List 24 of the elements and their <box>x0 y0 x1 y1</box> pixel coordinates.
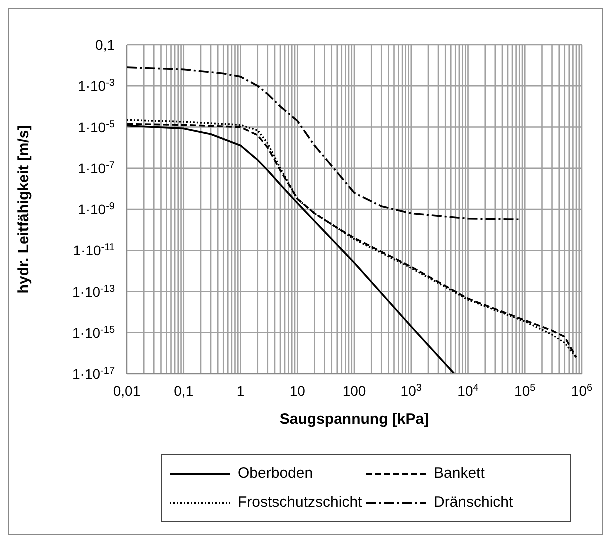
y-tick-label: 1·10$^{-7}$ <box>78 160 116 176</box>
x-tick-label: 1 <box>236 383 245 399</box>
x-axis-title: Saugspannung [kPa] <box>280 411 430 428</box>
y-tick-label: 1·10$^{-15}$ <box>72 324 116 341</box>
y-tick-label: 1·10$^{-17}$ <box>72 366 116 382</box>
y-tick-label: 0,1 <box>96 37 116 53</box>
x-tick-label: 0,01 <box>113 383 141 399</box>
y-tick-label: 1·10$^{-5}$ <box>78 118 116 136</box>
legend-label: Oberboden <box>238 465 314 482</box>
x-tick-label: 10$^{4}$ <box>458 382 480 399</box>
x-tick-label: 0,1 <box>174 383 194 399</box>
x-tick-label: 10$^{5}$ <box>514 382 536 399</box>
y-tick-label: 1·10$^{-3}$ <box>78 78 116 94</box>
x-tick-label: 10$^{6}$ <box>571 382 594 399</box>
y-tick-label: 1·10$^{-9}$ <box>78 201 116 218</box>
x-tick-label: 100 <box>342 383 366 399</box>
legend-label: Frostschutzschicht <box>238 494 362 511</box>
y-tick-label: 1·10$^{-13}$ <box>72 283 116 300</box>
x-tick-label: 10$^{3}$ <box>400 382 422 399</box>
y-tick-label: 1·10$^{-11}$ <box>73 242 116 259</box>
legend-label: Bankett <box>434 465 485 482</box>
legend-label: Dränschicht <box>434 494 514 511</box>
y-axis-title: hydr. Leitfähigkeit [m/s] <box>15 125 32 294</box>
x-tick-label: 10 <box>290 383 306 399</box>
